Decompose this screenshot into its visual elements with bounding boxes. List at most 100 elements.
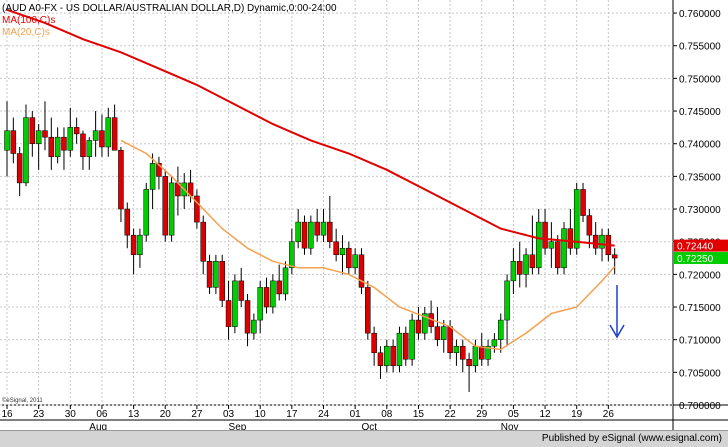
candle-body: [491, 339, 498, 347]
candle-body: [390, 345, 396, 367]
x-month-label: Aug: [89, 422, 107, 430]
candle-body: [276, 280, 282, 295]
y-tick-label: 0.700000: [679, 401, 721, 412]
y-tick-label: 0.760000: [679, 9, 721, 20]
candle-body: [168, 182, 175, 236]
x-tick-label: 03: [223, 409, 235, 420]
x-tick-label: 13: [128, 409, 140, 420]
candle-body: [244, 300, 251, 334]
candle-body: [10, 130, 17, 154]
y-tick-label: 0.710000: [679, 336, 721, 347]
candle-body: [282, 267, 289, 295]
candle-body: [238, 280, 244, 301]
candle-body: [54, 136, 61, 158]
y-tick-label: 0.755000: [679, 42, 721, 53]
candle-body: [143, 189, 150, 236]
candle-body: [561, 228, 567, 269]
last-price-badge-text: 0.72250: [677, 254, 714, 265]
candle-body: [289, 241, 295, 269]
candle-body: [434, 326, 441, 340]
candle-body: [352, 254, 358, 269]
candle-body: [611, 254, 618, 259]
y-tick-label: 0.745000: [679, 107, 721, 118]
candle-body: [504, 280, 510, 321]
candle-body: [346, 247, 352, 269]
candle-body: [409, 319, 415, 360]
candle-body: [105, 117, 112, 148]
candle-body: [554, 241, 561, 269]
candle-body: [92, 130, 99, 141]
y-tick-label: 0.720000: [679, 270, 721, 281]
ma100-price-badge-text: 0.72440: [677, 242, 714, 253]
y-tick-label: 0.740000: [679, 140, 721, 151]
y-tick-label: 0.735000: [679, 172, 721, 183]
candle-body: [42, 130, 48, 138]
candle-body: [124, 208, 131, 236]
candle-body: [535, 221, 542, 269]
down-arrow-icon: [609, 285, 625, 339]
candle-body: [422, 313, 428, 334]
x-tick-label: 24: [318, 409, 330, 420]
x-tick-label: 23: [33, 409, 45, 420]
candle-body: [301, 221, 308, 249]
candle-body: [23, 117, 29, 184]
candle-body: [314, 221, 320, 236]
candle-body: [118, 149, 124, 210]
candle-body: [295, 221, 301, 242]
candle-body: [308, 221, 314, 249]
x-tick-label: 19: [571, 409, 583, 420]
x-tick-label: 30: [65, 409, 77, 420]
candle-body: [111, 117, 118, 151]
candle-body: [232, 280, 238, 327]
candles-group: [4, 101, 618, 392]
ma20-line: [120, 139, 616, 351]
candle-body: [162, 176, 168, 236]
candle-body: [516, 261, 523, 275]
x-tick-label: 29: [476, 409, 488, 420]
candle-body: [523, 254, 529, 275]
y-tick-label: 0.715000: [679, 303, 721, 314]
footer-bar: Published by eSignal (www.esignal.com): [0, 430, 728, 447]
candle-body: [377, 352, 384, 367]
candle-body: [441, 326, 447, 340]
candle-body: [206, 261, 213, 288]
y-tick-label: 0.750000: [679, 74, 721, 85]
candle-body: [529, 254, 536, 269]
candle-body: [213, 261, 219, 288]
x-tick-label: 26: [603, 409, 615, 420]
candle-body: [16, 153, 23, 184]
y-tick-label: 0.730000: [679, 205, 721, 216]
plot-background: [0, 0, 673, 405]
chart-title: (AUD A0-FX - US DOLLAR/AUSTRALIAN DOLLAR…: [2, 3, 337, 14]
candle-body: [333, 241, 339, 256]
x-month-label: Oct: [361, 422, 377, 430]
candle-body: [270, 280, 276, 308]
candle-body: [415, 319, 422, 334]
x-tick-label: 16: [1, 409, 13, 420]
candle-body: [61, 136, 67, 151]
published-by-text: Published by eSignal (www.esignal.com): [541, 433, 722, 444]
ma100-line: [6, 8, 615, 247]
x-tick-label: 27: [191, 409, 203, 420]
copyright-watermark: ©eSignal, 2011: [2, 397, 43, 404]
candle-body: [497, 319, 504, 340]
last-price-badge-box: [674, 252, 728, 265]
candle-body: [580, 189, 586, 216]
candle-body: [599, 234, 605, 249]
candle-body: [137, 234, 143, 256]
candle-body: [365, 287, 371, 334]
candle-body: [67, 127, 74, 151]
x-axis: 16 23 30 06 13 20 27 03 10 17 24 01 08 15 22 29 05 12 19 26…: [1, 405, 614, 430]
candle-body: [548, 241, 555, 249]
candle-body: [586, 215, 593, 236]
y-axis: 0.760000 0.755000 0.750000 0.745000 0.740000…: [673, 9, 721, 412]
candle-body: [460, 345, 466, 360]
candle-body: [48, 136, 55, 158]
candle-body: [225, 300, 232, 327]
candle-body: [130, 234, 137, 256]
candle-body: [339, 247, 346, 256]
candle-body: [567, 228, 574, 249]
candle-body: [80, 133, 86, 158]
x-tick-label: 17: [286, 409, 298, 420]
candle-body: [149, 163, 156, 190]
